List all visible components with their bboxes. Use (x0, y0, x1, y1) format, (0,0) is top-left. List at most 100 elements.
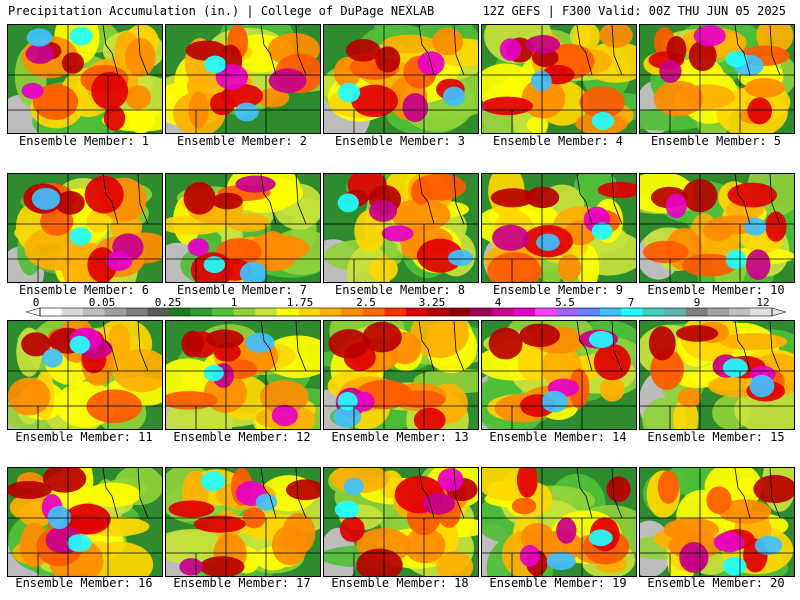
ensemble-member-map (481, 320, 637, 430)
colorbar-tick-label: 0 (32, 296, 40, 309)
ensemble-member-caption: Ensemble Member: 2 (176, 134, 308, 148)
ensemble-member-map (7, 320, 163, 430)
precipitation-field (640, 25, 794, 133)
precipitation-field (324, 468, 478, 576)
colorbar-swatch (578, 308, 601, 316)
colorbar-tick-label: 3.25 (418, 296, 446, 309)
ensemble-member-map (7, 24, 163, 134)
colorbar-tick-label: 1 (230, 296, 238, 309)
precipitation-field (8, 25, 162, 133)
colorbar-swatch (362, 308, 385, 316)
colorbar-swatch (169, 308, 192, 316)
colorbar-tick-label: 9 (693, 296, 701, 309)
ensemble-member-map (639, 24, 795, 134)
colorbar-tick-label: 2.5 (356, 296, 376, 309)
colorbar-swatch (190, 308, 213, 316)
ensemble-member-map (165, 173, 321, 283)
ensemble-member-caption: Ensemble Member: 1 (18, 134, 150, 148)
ensemble-member-caption: Ensemble Member: 17 (173, 576, 311, 590)
colorbar-swatch (599, 308, 622, 316)
ensemble-member-caption: Ensemble Member: 6 (18, 283, 150, 297)
colorbar-swatch (341, 308, 364, 316)
precipitation-field (324, 321, 478, 429)
ensemble-member-caption: Ensemble Member: 3 (334, 134, 466, 148)
colorbar-tick-label: 1.75 (286, 296, 314, 309)
ensemble-member-map (165, 24, 321, 134)
ensemble-member-map (323, 467, 479, 577)
colorbar-swatch (319, 308, 342, 316)
colorbar-swatch (255, 308, 278, 316)
precipitation-field (166, 468, 320, 576)
colorbar-swatch (492, 308, 515, 316)
colorbar-swatch (449, 308, 472, 316)
ensemble-member-map (323, 320, 479, 430)
ensemble-member-caption: Ensemble Member: 14 (489, 430, 627, 444)
ensemble-member-caption: Ensemble Member: 15 (647, 430, 785, 444)
header-title-left: Precipitation Accumulation (in.) | Colle… (8, 4, 435, 18)
colorbar-swatch (147, 308, 170, 316)
ensemble-member-map (165, 467, 321, 577)
colorbar-swatch (104, 308, 127, 316)
colorbar-tick-label: 0.05 (88, 296, 116, 309)
colorbar-swatch (233, 308, 256, 316)
ensemble-member-map (7, 173, 163, 283)
colorbar-swatch (642, 308, 665, 316)
colorbar-swatch (126, 308, 149, 316)
ensemble-member-caption: Ensemble Member: 7 (176, 283, 308, 297)
header-title-right: 12Z GEFS | F300 Valid: 00Z THU JUN 05 20… (482, 4, 786, 18)
colorbar-tick-label: 0.25 (154, 296, 182, 309)
colorbar-swatch (406, 308, 429, 316)
colorbar-swatch (685, 308, 708, 316)
ensemble-member-map (639, 320, 795, 430)
colorbar-tick-label: 5.5 (555, 296, 575, 309)
ensemble-member-caption: Ensemble Member: 11 (15, 430, 153, 444)
colorbar-swatch (535, 308, 558, 316)
colorbar-swatch (212, 308, 235, 316)
ensemble-member-caption: Ensemble Member: 20 (647, 576, 785, 590)
precipitation-colorbar (26, 307, 786, 317)
ensemble-member-caption: Ensemble Member: 19 (489, 576, 627, 590)
precipitation-field (324, 174, 478, 282)
colorbar-swatch (384, 308, 407, 316)
colorbar-swatch (707, 308, 730, 316)
ensemble-member-caption: Ensemble Member: 10 (647, 283, 785, 297)
precipitation-field (166, 174, 320, 282)
ensemble-member-map (165, 320, 321, 430)
ensemble-member-map (323, 24, 479, 134)
precipitation-field (482, 321, 636, 429)
ensemble-member-map (481, 467, 637, 577)
ensemble-member-caption: Ensemble Member: 9 (492, 283, 624, 297)
colorbar-swatch (276, 308, 299, 316)
precipitation-field (8, 468, 162, 576)
ensemble-member-map (481, 173, 637, 283)
ensemble-member-caption: Ensemble Member: 18 (331, 576, 469, 590)
ensemble-member-caption: Ensemble Member: 13 (331, 430, 469, 444)
colorbar-tick-label: 4 (494, 296, 502, 309)
precipitation-field (640, 468, 794, 576)
colorbar-tick-label: 7 (627, 296, 635, 309)
colorbar-swatch (728, 308, 751, 316)
colorbar-swatch (61, 308, 84, 316)
ensemble-member-map (481, 24, 637, 134)
colorbar-swatch (83, 308, 106, 316)
colorbar-swatch (470, 308, 493, 316)
colorbar-end-arrow (771, 307, 786, 317)
colorbar-swatch (556, 308, 579, 316)
precipitation-field (482, 468, 636, 576)
colorbar-swatch (621, 308, 644, 316)
precipitation-field (482, 25, 636, 133)
colorbar-swatch (750, 308, 773, 316)
precipitation-field (166, 25, 320, 133)
precipitation-field (324, 25, 478, 133)
ensemble-member-caption: Ensemble Member: 8 (334, 283, 466, 297)
colorbar-swatch (664, 308, 687, 316)
ensemble-member-caption: Ensemble Member: 5 (650, 134, 782, 148)
precipitation-field (482, 174, 636, 282)
precipitation-field (640, 321, 794, 429)
colorbar-end-arrow (26, 307, 41, 317)
precipitation-field (8, 321, 162, 429)
colorbar-tick-label: 12 (756, 296, 770, 309)
precipitation-field (640, 174, 794, 282)
ensemble-member-caption: Ensemble Member: 12 (173, 430, 311, 444)
ensemble-member-caption: Ensemble Member: 4 (492, 134, 624, 148)
